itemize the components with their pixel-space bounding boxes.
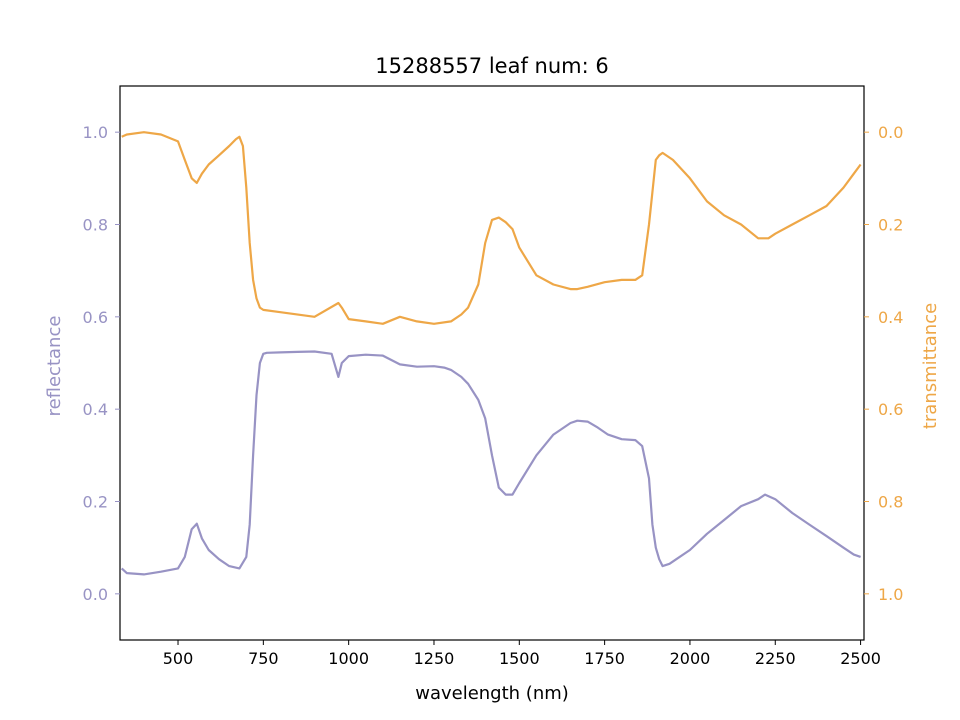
x-axis-label: wavelength (nm)	[415, 683, 569, 704]
plot-content	[120, 131, 862, 576]
x-tick-label: 1250	[414, 649, 455, 668]
y-left-tick-label: 0.4	[83, 400, 108, 419]
y-left-tick-label: 1.0	[83, 123, 108, 142]
y-axis-left: 0.0 0.2 0.4 0.6 0.8 1.0	[83, 123, 120, 604]
x-tick-label: 2500	[840, 649, 881, 668]
x-tick-label: 1000	[328, 649, 369, 668]
y-right-tick-label: 0.6	[878, 400, 903, 419]
chart-title: 15288557 leaf num: 6	[375, 54, 608, 78]
y-right-tick-label: 0.8	[878, 493, 903, 512]
y-right-tick-label: 0.0	[878, 123, 903, 142]
y-left-tick-label: 0.8	[83, 216, 108, 235]
y-left-tick-label: 0.6	[83, 308, 108, 327]
y-right-tick-label: 0.4	[878, 308, 903, 327]
y-right-tick-label: 1.0	[878, 585, 903, 604]
x-tick-label: 750	[248, 649, 279, 668]
y-right-tick-label: 0.2	[878, 216, 903, 235]
y-left-tick-label: 0.0	[83, 585, 108, 604]
series-line-transmittance	[121, 131, 862, 325]
plot-frame	[119, 85, 865, 641]
y-left-tick-label: 0.2	[83, 493, 108, 512]
x-tick-label: 500	[163, 649, 194, 668]
x-tick-label: 2250	[755, 649, 796, 668]
x-tick-label: 1500	[499, 649, 540, 668]
series-line-reflectance	[120, 350, 861, 576]
y-axis-right: 0.0 0.2 0.4 0.6 0.8 1.0	[864, 123, 903, 604]
x-axis: 500 750 1000 1250 1500 1750 2000 2250 2500	[163, 640, 881, 668]
y-axis-right-label: transmittance	[920, 303, 941, 429]
y-axis-left-label: reflectance	[44, 316, 65, 417]
x-tick-label: 1750	[584, 649, 625, 668]
x-tick-label: 2000	[670, 649, 711, 668]
